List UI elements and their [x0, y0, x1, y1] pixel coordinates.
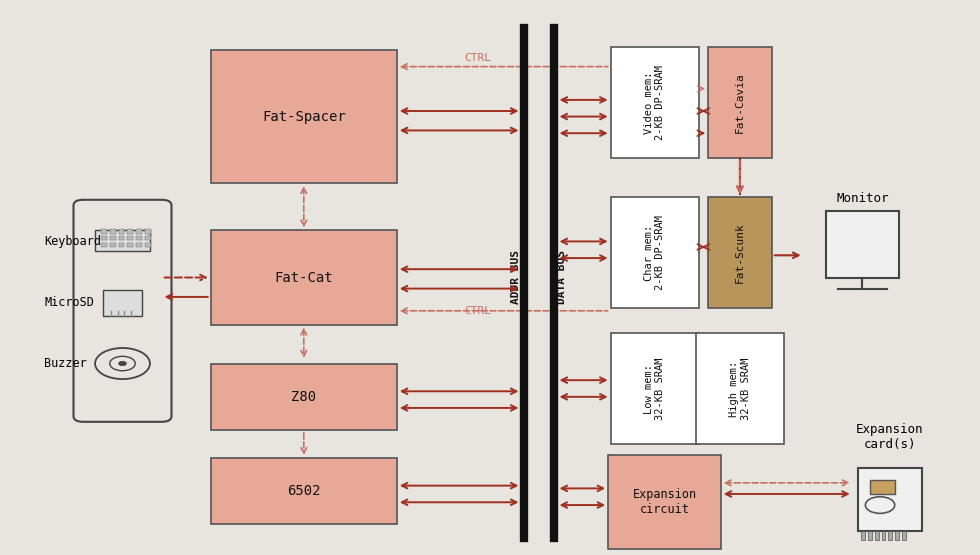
FancyBboxPatch shape [608, 455, 721, 549]
Text: Monitor: Monitor [836, 193, 889, 205]
Text: Fat-Scunk: Fat-Scunk [735, 222, 745, 283]
Bar [145, 243, 151, 247]
FancyBboxPatch shape [611, 197, 699, 308]
FancyBboxPatch shape [858, 467, 921, 532]
FancyBboxPatch shape [211, 50, 397, 183]
Text: Fat-Cat: Fat-Cat [274, 270, 333, 285]
Bar [861, 532, 865, 539]
Bar [145, 229, 151, 234]
Text: Z80: Z80 [291, 390, 317, 404]
Text: ADDR BUS: ADDR BUS [512, 250, 521, 305]
FancyBboxPatch shape [696, 333, 784, 444]
Text: Buzzer: Buzzer [44, 357, 87, 370]
Bar [127, 236, 133, 240]
Bar [902, 532, 906, 539]
Bar [870, 480, 895, 494]
Bar [145, 236, 151, 240]
Text: CTRL: CTRL [464, 53, 491, 63]
Bar [101, 236, 107, 240]
Text: Expansion
card(s): Expansion card(s) [857, 423, 923, 451]
FancyBboxPatch shape [211, 458, 397, 524]
FancyBboxPatch shape [708, 197, 772, 308]
Text: 6502: 6502 [287, 484, 320, 498]
Bar [101, 229, 107, 234]
Text: Expansion
circuit: Expansion circuit [632, 488, 697, 516]
Text: Keyboard: Keyboard [44, 235, 101, 248]
Bar [136, 236, 142, 240]
FancyBboxPatch shape [95, 230, 150, 251]
Bar [136, 243, 142, 247]
FancyBboxPatch shape [825, 211, 900, 278]
Text: Fat-Spacer: Fat-Spacer [262, 109, 346, 124]
Text: Low mem:
32-KB SRAM: Low mem: 32-KB SRAM [644, 357, 665, 420]
Bar [889, 532, 893, 539]
Bar [136, 229, 142, 234]
FancyBboxPatch shape [611, 47, 699, 158]
Text: DATA BUS: DATA BUS [557, 250, 566, 305]
FancyBboxPatch shape [74, 200, 172, 422]
Bar [127, 243, 133, 247]
Text: Char mem:
2-KB DP-SRAM: Char mem: 2-KB DP-SRAM [644, 215, 665, 290]
Circle shape [119, 361, 126, 366]
Bar [882, 532, 886, 539]
FancyBboxPatch shape [211, 230, 397, 325]
FancyBboxPatch shape [708, 47, 772, 158]
Text: Video mem:
2-KB DP-SRAM: Video mem: 2-KB DP-SRAM [644, 65, 665, 140]
Bar [119, 243, 124, 247]
Text: CTRL: CTRL [464, 306, 491, 316]
Bar [868, 532, 872, 539]
Bar [127, 229, 133, 234]
FancyBboxPatch shape [211, 364, 397, 430]
Text: Fat-Cavia: Fat-Cavia [735, 72, 745, 133]
Bar [119, 236, 124, 240]
Text: MicroSD: MicroSD [44, 296, 94, 309]
Bar [875, 532, 879, 539]
FancyBboxPatch shape [611, 333, 699, 444]
Bar [110, 229, 116, 234]
Bar [110, 243, 116, 247]
Bar [896, 532, 900, 539]
Bar [101, 243, 107, 247]
Bar [110, 236, 116, 240]
Bar [119, 229, 124, 234]
FancyBboxPatch shape [103, 290, 142, 316]
Text: High mem:
32-KB SRAM: High mem: 32-KB SRAM [729, 357, 751, 420]
